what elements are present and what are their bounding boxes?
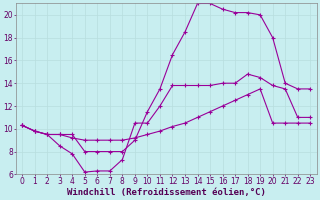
X-axis label: Windchill (Refroidissement éolien,°C): Windchill (Refroidissement éolien,°C) — [67, 188, 266, 197]
